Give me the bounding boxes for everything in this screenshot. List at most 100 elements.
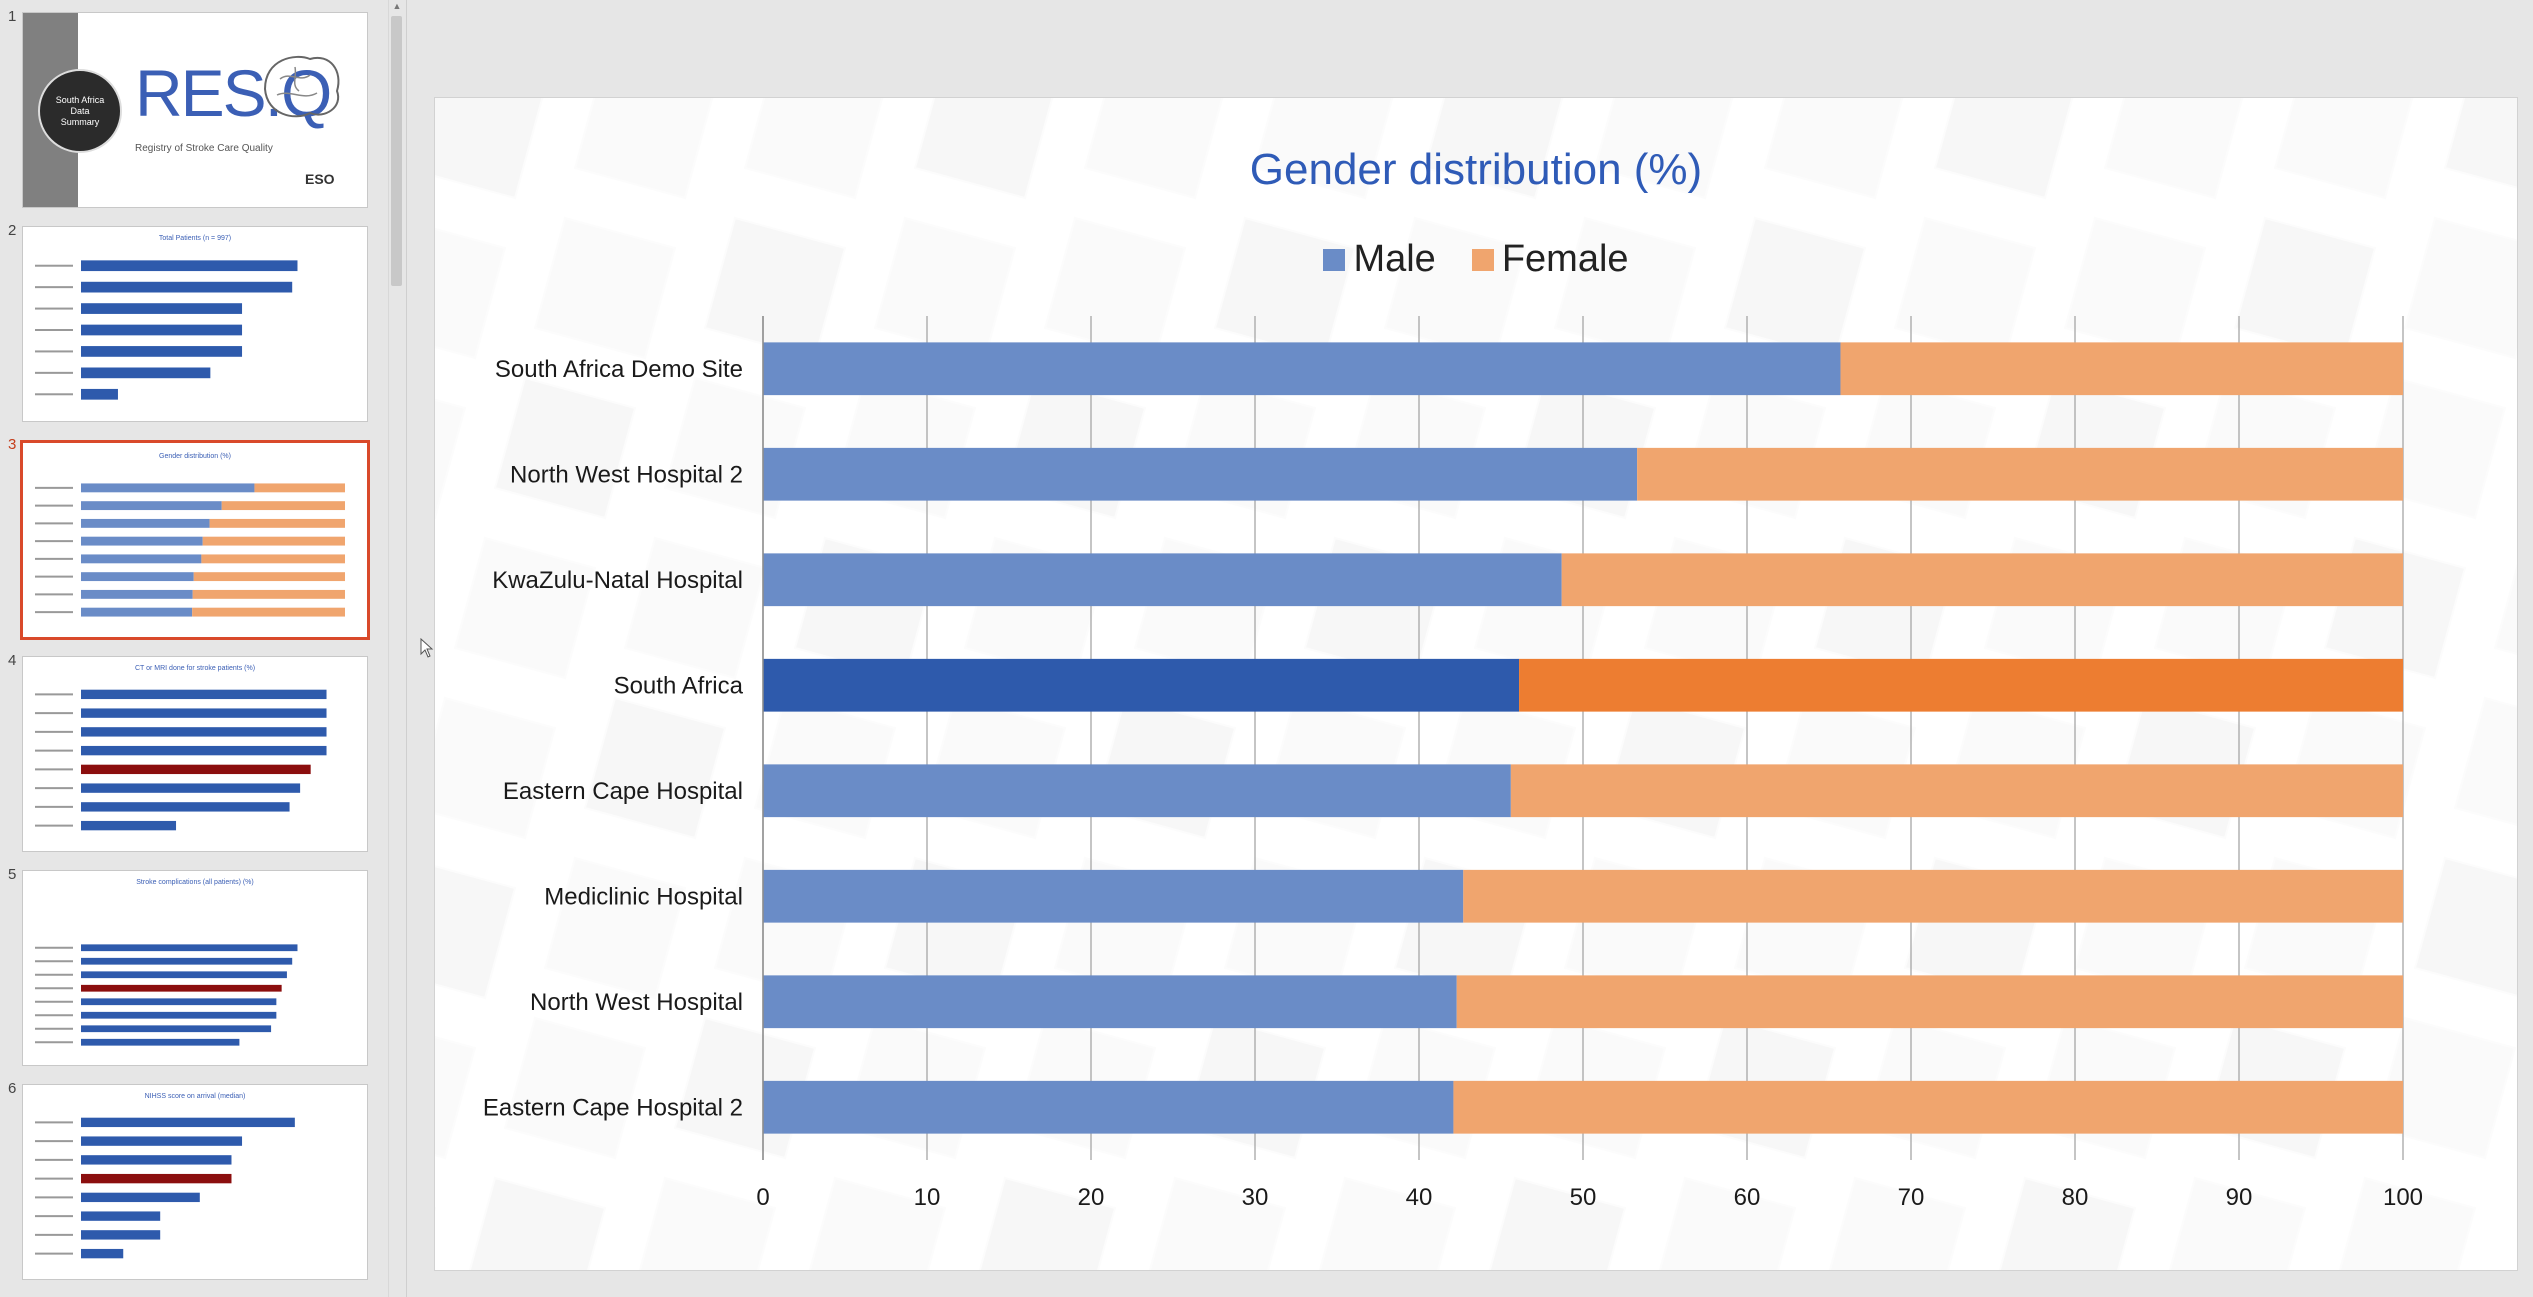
background-tile (1763, 98, 1904, 200)
thumbnail-bar (81, 984, 282, 992)
background-tile (1488, 1176, 1627, 1270)
thumbnail-bar (81, 536, 203, 546)
thumbnail-row-label (35, 611, 73, 614)
category-label: Mediclinic Hospital (544, 883, 743, 910)
slide-thumbnail-3-selected[interactable]: Gender distribution (%) (20, 440, 370, 640)
thumbnail-bar (81, 1038, 240, 1046)
slide-thumbnail-pane: 1 South Africa Data Summary RES.Q Regist… (0, 0, 388, 1297)
badge-line: Data (70, 105, 90, 116)
x-tick-label: 70 (1898, 1184, 1925, 1211)
thumbnail-chart (35, 689, 327, 831)
scroll-up-arrow-icon[interactable]: ▲ (392, 1, 402, 11)
thumbnail-bar (81, 727, 327, 737)
background-tile (583, 696, 727, 840)
background-tile (2453, 696, 2517, 826)
background-tile (1658, 1176, 1797, 1270)
legend-item-male: Male (1323, 238, 1436, 281)
category-label: KwaZulu-Natal Hospital (492, 567, 743, 594)
background-tile (638, 1176, 777, 1270)
thumbnail-row-label (35, 960, 73, 963)
thumbnail-bar (81, 1173, 232, 1184)
thumbnail-row-label (35, 540, 73, 543)
bar-male (763, 658, 1520, 712)
x-tick-label: 10 (914, 1184, 941, 1211)
thumbnail-bar (193, 572, 345, 582)
thumbnail-bar (81, 483, 255, 493)
bar-female (1840, 342, 2403, 396)
bar-male (763, 1080, 1454, 1134)
badge-line: South Africa (55, 94, 105, 105)
thumbnail-bar (81, 572, 194, 582)
thumbnail-row-label (35, 1158, 73, 1161)
thumbnail-row-label (35, 1014, 73, 1017)
thumbnail-chart (35, 483, 345, 617)
x-tick-label: 60 (1734, 1184, 1761, 1211)
bar-female (1456, 975, 2403, 1029)
thumbnail-row-label (35, 973, 73, 976)
thumbnail-bar (221, 501, 345, 511)
thumbnail-row-label (35, 557, 73, 560)
thumbnail-bar (81, 689, 327, 700)
legend-swatch (1471, 248, 1494, 271)
slide-number: 4 (8, 652, 17, 669)
thumbnail-bar (81, 367, 211, 379)
slide-number: 1 (8, 8, 17, 25)
background-tile (1828, 1176, 1967, 1270)
background-tile (2443, 98, 2517, 189)
background-tile (2103, 98, 2244, 200)
slide-thumbnail-2[interactable]: Total Patients (n = 997) (22, 226, 368, 422)
slide-thumbnail-6[interactable]: NIHSS score on arrival (median) (22, 1084, 368, 1280)
x-tick-label: 0 (756, 1184, 769, 1211)
summary-badge: South Africa Data Summary (38, 69, 122, 153)
x-tick-label: 40 (1406, 1184, 1433, 1211)
background-tile (435, 227, 507, 360)
thumbnail-bar (81, 708, 327, 718)
slide-number: 2 (8, 222, 17, 239)
thumbnail-row-label (35, 307, 73, 310)
thumbnail-row-label (35, 768, 73, 771)
thumbnail-row-label (35, 1233, 73, 1236)
x-tick-label: 30 (1242, 1184, 1269, 1211)
thumbnail-row-label (35, 749, 73, 752)
thumbnail-row-label (35, 787, 73, 790)
chart-title: Gender distribution (%) (1249, 145, 1703, 194)
background-tile (435, 1036, 477, 1160)
slide-thumbnail-1[interactable]: South Africa Data Summary RES.Q Registry… (22, 12, 368, 208)
category-label: South Africa (614, 672, 744, 699)
legend-item-female: Female (1471, 238, 1629, 281)
thumbnail-scrollbar[interactable] (388, 0, 407, 1297)
background-tile (573, 98, 714, 200)
slide-thumbnail-5[interactable]: Stroke complications (all patients) (%) (22, 870, 368, 1066)
slide-number: 3 (8, 436, 17, 453)
pane-divider[interactable] (406, 0, 407, 1297)
x-tick-label: 90 (2226, 1184, 2253, 1211)
bar-female (1519, 658, 2403, 712)
thumbnail-row-label (35, 264, 73, 267)
slide-canvas[interactable]: Gender distribution (%) Male Female Sout… (434, 97, 2518, 1271)
x-tick-label: 20 (1078, 1184, 1105, 1211)
background-tile (493, 376, 637, 520)
thumbnail-row-label (35, 1252, 73, 1255)
thumbnail-bar (209, 518, 345, 528)
thumbnail-row-label (35, 1000, 73, 1003)
x-tick-label: 50 (1570, 1184, 1597, 1211)
thumbnail-bar (81, 1248, 124, 1259)
thumbnail-title: Total Patients (n = 997) (158, 235, 232, 242)
thumbnail-bar (81, 944, 298, 952)
thumbnail-bar (81, 998, 277, 1006)
slide-thumbnail-4[interactable]: CT or MRI done for stroke patients (%) (22, 656, 368, 852)
thumbnail-bar (201, 554, 345, 564)
thumbnail-row-label (35, 286, 73, 289)
scrollbar-thumb[interactable] (391, 16, 402, 286)
bar-male (763, 342, 1841, 396)
background-tile (1593, 98, 1734, 200)
thumbnail-bar (81, 607, 193, 617)
category-label: North West Hospital 2 (510, 461, 743, 488)
thumbnail-row-label (35, 1027, 73, 1030)
thumbnail-bar (81, 1136, 243, 1146)
background-tile (623, 536, 767, 680)
bar-male (763, 869, 1464, 923)
background-tile (1253, 98, 1394, 200)
thumbnail-row-label (35, 693, 73, 696)
bar-male (763, 553, 1562, 607)
